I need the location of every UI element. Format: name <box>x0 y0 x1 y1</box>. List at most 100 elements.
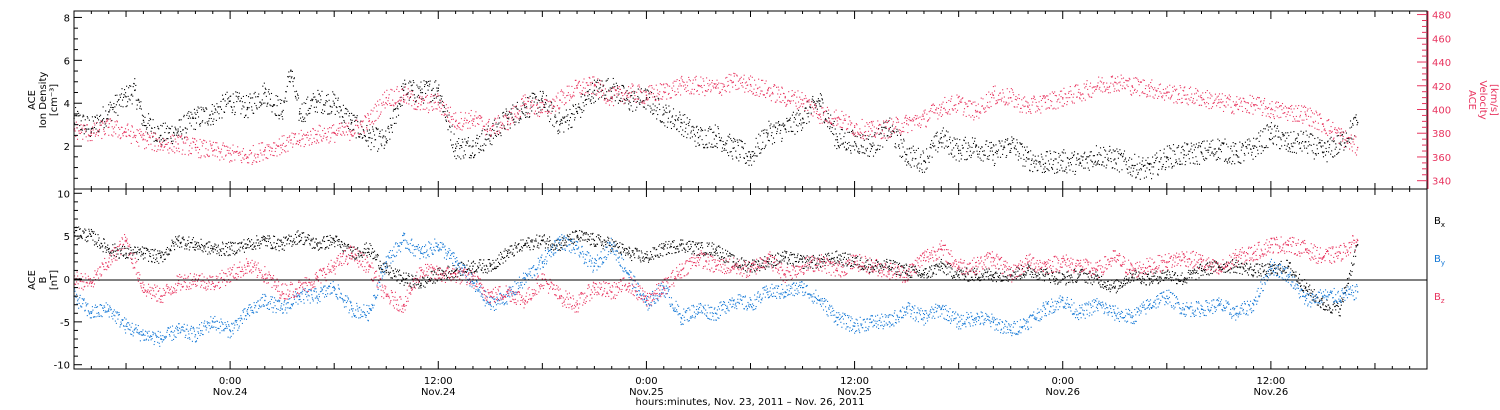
velocity-sample <box>450 116 452 118</box>
density-sample <box>887 120 889 122</box>
velocity-sample <box>991 97 993 99</box>
density-sample <box>547 111 550 113</box>
velocity-sample <box>1143 79 1145 82</box>
velocity-sample <box>239 151 241 153</box>
velocity-sample <box>1208 108 1210 110</box>
Bx-sample <box>78 237 80 239</box>
velocity-sample <box>1071 100 1073 102</box>
velocity-sample <box>889 136 892 138</box>
velocity-sample <box>1000 98 1002 100</box>
density-sample <box>289 75 291 77</box>
density-sample <box>777 128 779 130</box>
density-sample <box>858 148 860 150</box>
velocity-sample <box>977 111 979 113</box>
velocity-sample <box>793 94 796 96</box>
velocity-sample <box>1220 98 1222 100</box>
velocity-sample <box>507 129 509 131</box>
velocity-sample <box>320 136 322 138</box>
velocity-sample <box>1098 88 1100 90</box>
density-sample <box>1236 150 1238 152</box>
density-sample <box>737 141 739 143</box>
velocity-sample <box>147 133 149 135</box>
velocity-sample <box>1248 112 1251 114</box>
velocity-sample <box>886 122 888 124</box>
density-sample <box>709 126 711 128</box>
velocity-sample <box>272 142 275 144</box>
density-sample <box>886 139 888 141</box>
velocity-sample <box>437 93 439 95</box>
density-sample <box>453 133 455 135</box>
velocity-sample <box>995 100 997 102</box>
velocity-sample <box>837 123 839 125</box>
velocity-sample <box>864 125 866 127</box>
density-sample <box>615 82 617 84</box>
velocity-sample <box>808 101 810 103</box>
density-sample <box>614 86 616 88</box>
velocity-sample <box>1105 88 1107 90</box>
density-sample <box>629 101 631 104</box>
density-sample <box>572 104 574 106</box>
velocity-sample <box>342 131 344 133</box>
density-sample <box>1107 157 1109 159</box>
density-sample <box>1094 161 1096 163</box>
velocity-sample <box>529 113 531 115</box>
velocity-sample <box>355 119 357 121</box>
density-sample <box>111 106 113 109</box>
density-sample <box>1079 161 1081 163</box>
density-sample <box>1097 163 1099 165</box>
density-sample <box>1160 157 1162 159</box>
velocity-sample <box>585 82 587 84</box>
velocity-sample <box>1009 97 1011 99</box>
density-sample <box>254 91 256 93</box>
velocity-sample <box>118 134 120 136</box>
density-sample <box>969 150 971 152</box>
density-sample <box>798 122 801 125</box>
density-sample <box>1095 164 1097 166</box>
density-sample <box>350 123 352 125</box>
velocity-sample <box>364 116 367 118</box>
density-sample <box>226 103 228 105</box>
density-sample <box>997 149 1000 151</box>
density-sample <box>1127 172 1129 174</box>
density-sample <box>885 121 887 123</box>
velocity-sample <box>126 135 128 138</box>
density-sample <box>1230 148 1232 150</box>
velocity-sample <box>458 122 460 124</box>
density-sample <box>1046 168 1048 170</box>
velocity-sample <box>477 116 479 118</box>
velocity-sample <box>171 149 173 151</box>
velocity-sample <box>418 102 420 105</box>
density-sample <box>103 117 105 120</box>
velocity-sample <box>959 101 961 103</box>
density-sample <box>1185 154 1187 156</box>
density-sample <box>672 108 675 110</box>
density-sample <box>452 144 454 146</box>
density-sample <box>900 139 902 141</box>
velocity-sample <box>444 113 446 115</box>
density-sample <box>871 136 873 138</box>
velocity-sample <box>197 152 199 154</box>
velocity-sample <box>184 153 186 155</box>
velocity-sample <box>1323 129 1325 131</box>
density-point <box>767 132 769 134</box>
density-sample <box>412 80 414 82</box>
velocity-sample <box>1067 97 1069 99</box>
density-sample <box>859 134 861 136</box>
density-sample <box>606 91 608 93</box>
density-sample <box>709 128 711 131</box>
velocity-sample <box>111 134 113 136</box>
density-sample <box>111 119 113 122</box>
Bx-sample <box>80 234 82 236</box>
density-sample <box>233 102 235 104</box>
density-sample <box>1002 148 1004 151</box>
density-sample <box>970 154 973 156</box>
velocity-sample <box>1199 104 1201 106</box>
density-sample <box>671 116 673 118</box>
velocity-sample <box>996 102 998 104</box>
density-sample <box>298 119 300 121</box>
density-sample <box>1013 138 1015 140</box>
density-sample <box>250 97 252 99</box>
density-sample <box>453 151 455 153</box>
velocity-sample <box>1094 86 1096 88</box>
density-sample <box>294 91 296 93</box>
